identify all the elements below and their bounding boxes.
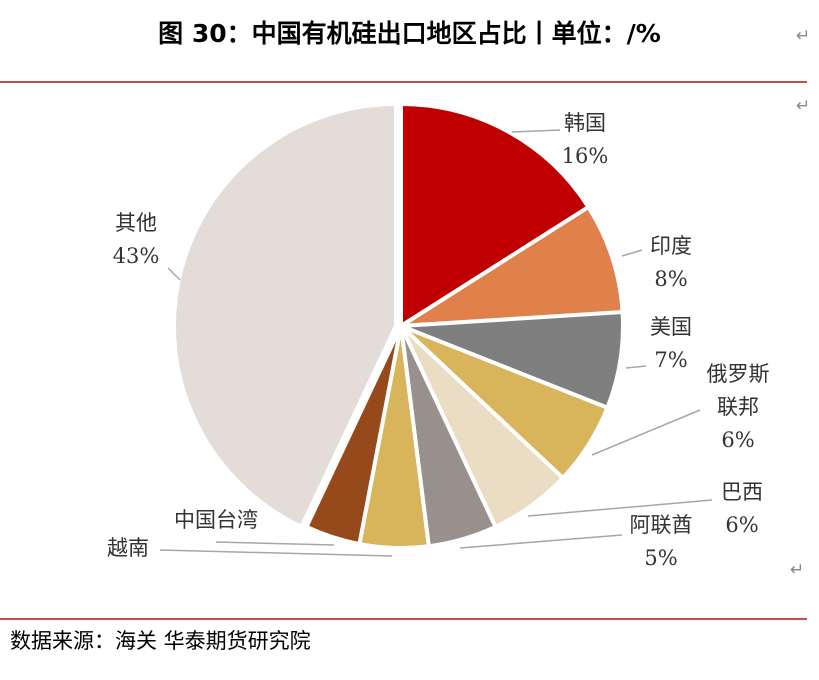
slice-7-leader-line	[159, 549, 393, 557]
slice-8	[304, 324, 403, 547]
slice-6-category: 阿联酋	[630, 513, 693, 537]
slice-5-value: 6%	[725, 513, 758, 537]
slice-3-label: 美国 7%	[650, 315, 692, 372]
slice-1-leader-line	[511, 129, 561, 133]
slice-8-leader-line	[215, 541, 335, 546]
top-divider	[0, 81, 807, 83]
slice-5-leader-line	[527, 499, 713, 517]
slice-6-leader-line	[459, 534, 623, 549]
slice-1-category: 韩国	[564, 111, 606, 135]
slice-3-category: 美国	[650, 315, 692, 339]
slice-8-label: 中国台湾	[174, 508, 258, 532]
slice-8-category: 中国台湾	[174, 508, 258, 532]
slice-1-value: 16%	[562, 144, 609, 168]
slice-5-label: 巴西 6%	[721, 480, 763, 537]
bottom-divider	[0, 618, 807, 620]
slice-4-category-part: 联邦	[717, 395, 759, 419]
slice-5-category: 巴西	[721, 480, 763, 504]
slice-2-category: 印度	[650, 234, 692, 258]
chart-title: 图 30：中国有机硅出口地区占比丨单位：/%	[158, 19, 661, 48]
slice-2-value: 8%	[654, 267, 687, 291]
slice-4-value: 6%	[721, 428, 754, 452]
return-mark-icon: ↵	[790, 560, 805, 580]
return-mark-icon: ↵	[796, 96, 811, 116]
source-note: 数据来源：海关 华泰期货研究院	[10, 629, 311, 653]
slice-3-value: 7%	[654, 348, 687, 372]
slice-7-label: 越南	[107, 536, 149, 560]
slice-1	[399, 102, 591, 328]
slice-9-label: 其他 43%	[113, 211, 160, 268]
slice-7-category: 越南	[107, 536, 149, 560]
slice-4-leader-line	[591, 409, 701, 456]
slice-9-value: 43%	[113, 244, 160, 268]
slice-9-category: 其他	[115, 211, 157, 235]
slice-4-label: 俄罗斯联邦 6%	[707, 362, 770, 452]
slice-6-label: 阿联酋 5%	[630, 513, 693, 570]
slice-9	[172, 102, 398, 529]
slice-2-label: 印度 8%	[650, 234, 692, 291]
slice-3-leader-line	[625, 365, 647, 369]
slice-2	[399, 205, 625, 328]
slice-1-label: 韩国 16%	[562, 111, 609, 168]
slice-2-leader-line	[621, 249, 643, 257]
slice-6-value: 5%	[644, 546, 677, 570]
return-mark-icon: ↵	[796, 26, 811, 46]
slice-4-category-part: 俄罗斯	[707, 362, 770, 386]
slice-9-leader-line	[167, 267, 181, 281]
